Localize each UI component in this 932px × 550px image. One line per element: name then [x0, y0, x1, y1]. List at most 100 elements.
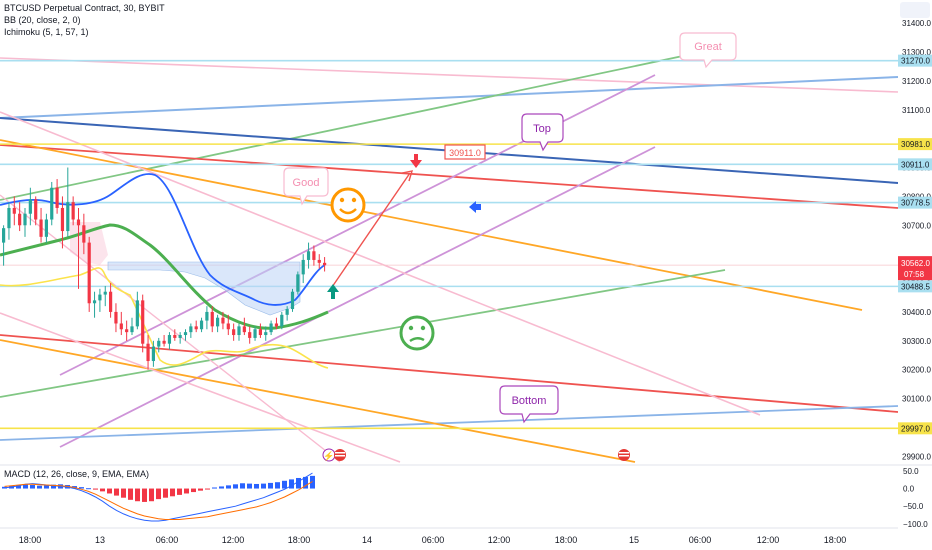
- macd-hist-bar: [240, 483, 245, 489]
- candle-body: [285, 309, 289, 315]
- symbol-title[interactable]: BTCUSD Perpetual Contract, 30, BYBIT: [4, 3, 165, 13]
- horizontal-levels[interactable]: [0, 59, 898, 430]
- ichimoku-legend[interactable]: Ichimoku (5, 1, 57, 1): [4, 27, 89, 37]
- candle-body: [323, 262, 327, 266]
- callout-great-text: Great: [694, 41, 722, 53]
- bb-basis-line: [0, 223, 329, 330]
- candle-body: [44, 219, 48, 237]
- time-tick-label: 15: [629, 535, 639, 545]
- macd-hist-bar: [51, 484, 56, 489]
- candle-body: [87, 242, 91, 304]
- price-tick-label: 30400.0: [902, 308, 931, 317]
- time-tick-label: 18:00: [555, 535, 578, 545]
- candle-body: [28, 199, 32, 214]
- price-label-box[interactable]: 30911.0: [444, 144, 486, 160]
- down-arrow-icon[interactable]: [410, 154, 422, 168]
- time-tick-label: 12:00: [488, 535, 511, 545]
- macd-hist-bar: [205, 488, 210, 490]
- macd-hist-bar: [198, 488, 203, 491]
- candle-body: [76, 219, 81, 226]
- candle-body: [98, 294, 102, 301]
- candle-body: [317, 259, 321, 263]
- macd-hist-bar: [219, 486, 224, 489]
- price-tick-label: 30200.0: [902, 366, 931, 375]
- up-arrow-icon[interactable]: [327, 284, 339, 299]
- macd-hist-bar: [177, 488, 182, 495]
- candle-body: [167, 335, 172, 344]
- bb-upper-line: [0, 173, 326, 306]
- price-axis-labels: 31400.031300.031200.031100.030900.030800…: [898, 19, 932, 461]
- macd-pane: [2, 472, 315, 522]
- callout-great[interactable]: Great: [679, 32, 737, 69]
- macd-hist-bar: [135, 488, 140, 502]
- projection-arrow-line[interactable]: [329, 172, 411, 291]
- macd-hist-bar: [16, 485, 21, 489]
- candle-body: [242, 326, 246, 333]
- candle-body: [34, 199, 38, 220]
- time-tick-label: 06:00: [422, 535, 445, 545]
- candle-body: [216, 317, 220, 327]
- macd-hist-bar: [184, 488, 189, 494]
- candle-body: [306, 251, 311, 260]
- macd-hist-bar: [212, 487, 217, 489]
- candle-body: [253, 329, 257, 338]
- macd-hist-bar: [233, 484, 238, 489]
- candle-body: [7, 207, 11, 229]
- price-axis[interactable]: [898, 0, 932, 465]
- macd-hist-bar: [261, 483, 266, 489]
- candle-body: [141, 300, 145, 344]
- candle-body: [71, 202, 75, 220]
- candle-body: [301, 259, 305, 275]
- macd-tick-label: −100.0: [903, 520, 928, 529]
- drawing-trendlines[interactable]: [0, 44, 899, 463]
- level-price-tag-text: 30488.5: [901, 282, 930, 291]
- bb-legend[interactable]: BB (20, close, 2, 0): [4, 15, 81, 25]
- candle-body: [189, 326, 193, 333]
- time-tick-label: 18:00: [288, 535, 311, 545]
- time-tick-label: 12:00: [222, 535, 245, 545]
- event-flag-icon[interactable]: ⚡: [322, 448, 630, 462]
- candle-body: [183, 332, 188, 336]
- time-axis[interactable]: 18:00 13 06:00 12:00 18:00 14 06:00 12:00 18:00 1…: [19, 535, 847, 545]
- time-tick-label: 14: [362, 535, 372, 545]
- time-tick-label: 18:00: [19, 535, 42, 545]
- left-arrow-icon[interactable]: [469, 201, 481, 213]
- price-label-text: 30911.0: [449, 148, 481, 158]
- macd-hist-bar: [170, 488, 175, 497]
- macd-hist-bar: [303, 476, 308, 489]
- projection-arrow-head-icon: [401, 170, 414, 182]
- candle-body: [125, 329, 129, 333]
- smile-emoji-icon[interactable]: [330, 187, 366, 223]
- candle-body: [226, 323, 230, 330]
- confused-emoji-icon[interactable]: [399, 315, 435, 351]
- callout-bottom[interactable]: Bottom: [499, 385, 559, 424]
- candle-body: [232, 329, 236, 336]
- level-price-tag: [898, 54, 932, 67]
- macd-hist-bar: [107, 488, 112, 494]
- macd-legend[interactable]: MACD (12, 26, close, 9, EMA, EMA): [4, 469, 150, 479]
- candle-body: [82, 225, 86, 243]
- callout-good[interactable]: Good: [283, 167, 329, 206]
- candle-body: [269, 323, 273, 333]
- price-tick-label: 31300.0: [902, 48, 931, 57]
- candle-body: [290, 291, 295, 310]
- callout-top[interactable]: Top: [521, 113, 564, 152]
- candle-body: [178, 335, 182, 338]
- price-tick-label: 30700.0: [902, 221, 931, 230]
- candle-body: [60, 207, 65, 232]
- macd-hist-bar: [100, 488, 105, 492]
- macd-hist-bar: [310, 475, 315, 489]
- last-price-text: 30562.0: [901, 259, 930, 268]
- candle-body: [92, 300, 97, 304]
- candle-body: [23, 213, 27, 226]
- top-right-button[interactable]: [900, 2, 930, 18]
- macd-tick-label: −50.0: [903, 502, 924, 511]
- annotations[interactable]: Great Top Good Bottom 30911.0: [283, 32, 737, 462]
- candle-body: [248, 332, 252, 338]
- macd-hist-bar: [254, 483, 259, 489]
- candle-body: [135, 300, 139, 327]
- bar-countdown-text: 07:58: [904, 270, 925, 279]
- macd-hist-bar: [296, 477, 301, 489]
- candle-body: [173, 335, 177, 338]
